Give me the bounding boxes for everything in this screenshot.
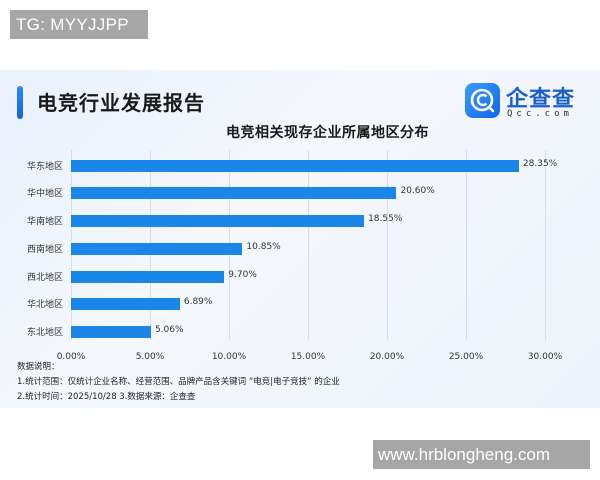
bar — [71, 326, 151, 338]
bar — [71, 215, 365, 227]
bar-row: 华北地区 6.89% — [27, 297, 545, 310]
bar-value-label: 10.85% — [246, 242, 281, 252]
bar — [71, 271, 225, 283]
x-tick-label: 25.00% — [448, 352, 484, 362]
bar — [71, 298, 180, 310]
bar-row: 东北地区 5.06% — [27, 325, 545, 338]
data-notes: 数据说明： 1.统计范围：仅统计企业名称、经营范围、品牌产品含关键词 “电竞|电… — [17, 360, 340, 405]
gridline — [308, 150, 309, 340]
logo-chinese-text: 企查查 — [506, 87, 576, 112]
x-tick-label: 15.00% — [290, 352, 326, 362]
title-accent-bar — [17, 86, 23, 119]
notes-line-2: 2.统计时间：2025/10/28 3.数据来源：企查查 — [17, 392, 196, 402]
bar-value-label: 5.06% — [154, 325, 184, 335]
website-watermark: www.hrblongheng.com — [373, 440, 590, 469]
x-tick-label: 20.00% — [369, 352, 405, 362]
bar — [71, 243, 243, 255]
notes-heading: 数据说明： — [17, 362, 60, 372]
bar-row: 西北地区 9.70% — [27, 270, 545, 283]
bar-row: 华东地区 28.35% — [27, 159, 557, 172]
category-label: 华南地区 — [26, 217, 63, 227]
bar-row: 西南地区 10.85% — [27, 242, 545, 255]
bar — [71, 187, 397, 199]
x-tick-label: 0.00% — [56, 352, 86, 362]
qcc-magnifier-icon — [465, 83, 500, 118]
category-label: 华中地区 — [26, 189, 63, 199]
x-tick-label: 10.00% — [211, 352, 247, 362]
gridline — [545, 150, 546, 340]
bar-value-label: 28.35% — [522, 159, 558, 169]
tg-label: TG: MYYJJPP — [10, 10, 148, 39]
report-card: 电竞行业发展报告 企查查 Qcc.com 电竞相关现存企业所属地区分布 华东地区… — [0, 70, 600, 408]
notes-line-1: 1.统计范围：仅统计企业名称、经营范围、品牌产品含关键词 “电竞|电子竞技” 的… — [17, 377, 340, 387]
bar — [71, 160, 519, 172]
report-title: 电竞行业发展报告 — [37, 91, 205, 115]
category-label: 华北地区 — [26, 300, 63, 310]
bar-row: 华南地区 18.55% — [27, 214, 545, 227]
category-label: 西南地区 — [26, 245, 63, 255]
gridline — [466, 150, 467, 340]
category-label: 西北地区 — [26, 273, 63, 283]
bar-value-label: 20.60% — [400, 186, 435, 196]
category-label: 东北地区 — [26, 328, 63, 338]
x-tick-label: 5.00% — [135, 352, 165, 362]
logo-english-text: Qcc.com — [507, 109, 573, 119]
bar-chart-plot: 华东地区 28.35% 华中地区 20.60% 华南地区 18.55% 西南地区 10.85%… — [27, 150, 557, 340]
gridline — [387, 150, 388, 340]
chart-title: 电竞相关现存企业所属地区分布 — [226, 125, 429, 141]
bar-value-label: 6.89% — [183, 297, 213, 307]
bar-value-label: 18.55% — [368, 214, 403, 224]
category-label: 华东地区 — [26, 162, 63, 172]
bar-row: 华中地区 20.60% — [27, 186, 545, 199]
x-tick-label: 30.00% — [527, 352, 563, 362]
bar-value-label: 9.70% — [228, 270, 257, 280]
